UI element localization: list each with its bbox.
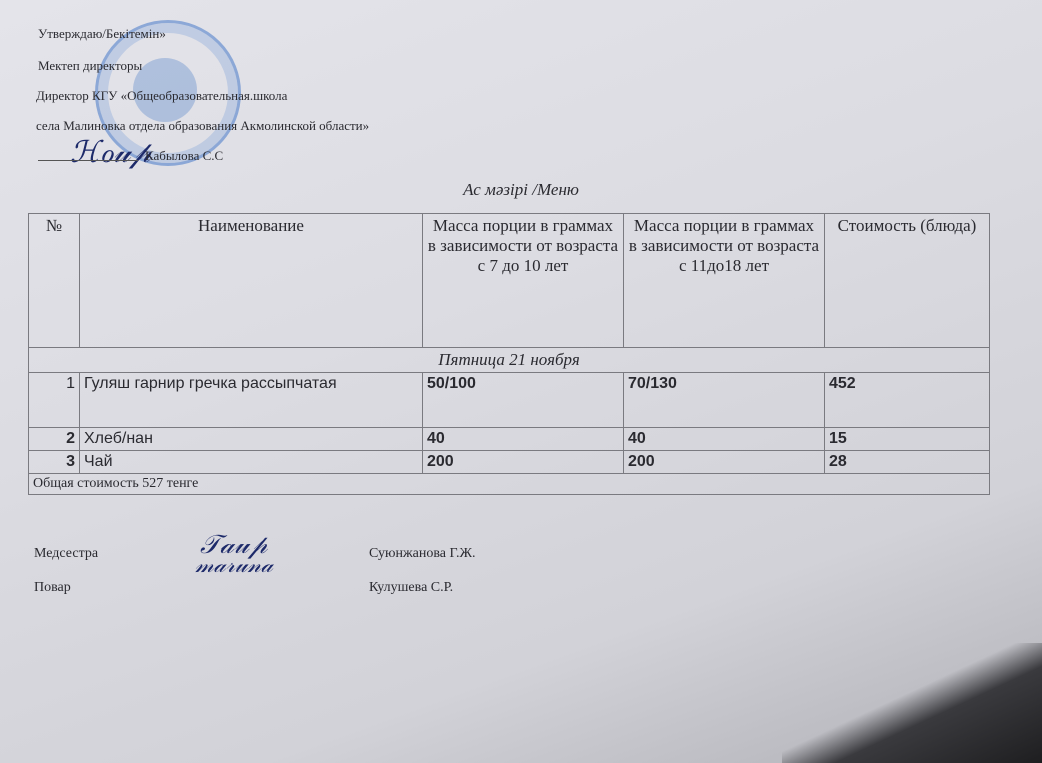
- table-row: 3 Чай 200 200 28: [28, 450, 990, 474]
- cell-cost: 452: [824, 372, 990, 428]
- approval-line: Мектеп директоры: [38, 58, 143, 73]
- approval-line: Утверждаю/Бекітемін»: [38, 26, 166, 41]
- nurse-name: Суюнжанова Г.Ж.: [369, 546, 476, 561]
- cell-mass-7-10: 40: [422, 427, 624, 451]
- table-row: 2 Хлеб/нан 40 40 15: [28, 427, 990, 451]
- director-signature: ℋℴ𝓊𝓅: [70, 135, 152, 170]
- cell-mass-11-18: 40: [623, 427, 825, 451]
- cell-mass-7-10: 50/100: [422, 372, 624, 428]
- approval-line: села Малиновка отдела образования Акмоли…: [36, 118, 370, 133]
- cook-name: Кулушева С.Р.: [369, 580, 454, 595]
- cell-cost: 28: [824, 450, 990, 474]
- photo-background-edge: [782, 643, 1042, 763]
- cook-role: Повар: [34, 580, 71, 595]
- cell-number: 1: [28, 372, 80, 428]
- cell-cost: 15: [824, 427, 990, 451]
- cook-signature: 𝓂𝒶𝓇𝓊𝓃𝒶: [195, 553, 273, 578]
- total-cost: Общая стоимость 527 тенге: [28, 473, 990, 495]
- header-mass-11-18: Масса порции в граммах в зависимости от …: [623, 213, 825, 348]
- header-mass-7-10: Масса порции в граммах в зависимости от …: [422, 213, 624, 348]
- approval-line: Директор КГУ «Общеобразовательная.школа: [36, 88, 288, 103]
- header-cost: Стоимость (блюда): [824, 213, 990, 348]
- header-number: №: [28, 213, 80, 348]
- cell-number: 2: [28, 427, 80, 451]
- header-name: Наименование: [79, 213, 423, 348]
- menu-table: № Наименование Масса порции в граммах в …: [28, 213, 990, 495]
- nurse-role: Медсестра: [34, 546, 99, 561]
- signature-line: [38, 160, 138, 161]
- cell-mass-7-10: 200: [422, 450, 624, 474]
- table-row: 1 Гуляш гарнир гречка рассыпчатая 50/100…: [28, 372, 990, 428]
- director-name: Кабылова С.С: [145, 148, 224, 163]
- table-header-row: № Наименование Масса порции в граммах в …: [28, 213, 990, 348]
- document-title: Ас мәзірі /Меню: [463, 180, 579, 199]
- day-label: Пятница 21 ноября: [28, 347, 990, 373]
- cell-name: Гуляш гарнир гречка рассыпчатая: [79, 372, 423, 428]
- official-stamp: [95, 20, 241, 166]
- cell-mass-11-18: 200: [623, 450, 825, 474]
- cell-mass-11-18: 70/130: [623, 372, 825, 428]
- cell-number: 3: [28, 450, 80, 474]
- cell-name: Хлеб/нан: [79, 427, 423, 451]
- cell-name: Чай: [79, 450, 423, 474]
- nurse-signature: 𝒯𝒶𝓊𝓅: [200, 530, 268, 560]
